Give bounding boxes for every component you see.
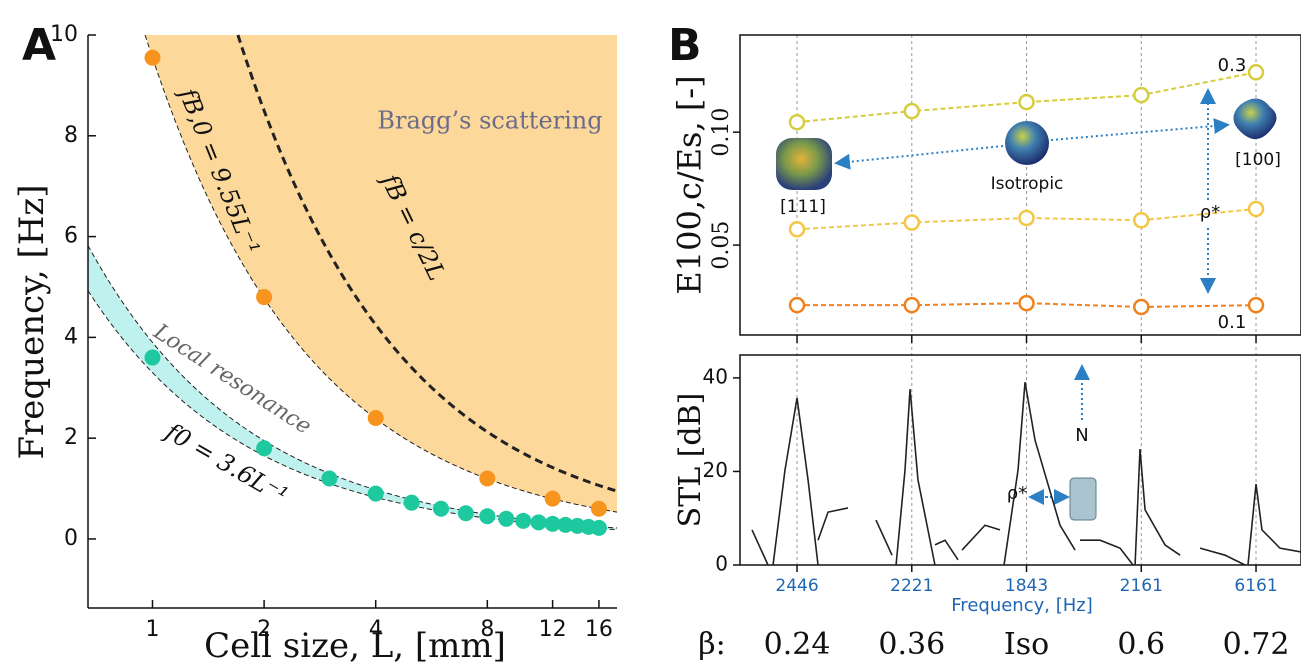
annotation: ρ* [1200,202,1220,223]
panel-label: A [22,20,56,71]
sphere-100 [1233,98,1277,140]
y-axis-title: Frequency, [Hz] [12,184,52,459]
annotation: [111] [780,197,826,217]
point [1018,294,1035,312]
point [256,289,273,306]
x-tick-label: 2221 [890,576,933,596]
y-tick-label: 6 [64,224,78,249]
point [1133,298,1150,316]
y-tick-label: 8 [64,123,78,148]
beta-label: 0.6 [1117,627,1165,662]
y-axis-title: STL [dB] [673,393,708,528]
curve [236,34,618,493]
x-tick-label: 1843 [1005,576,1048,596]
y-tick-label: 0 [715,552,728,576]
point [367,410,384,427]
point [367,485,384,502]
point [144,49,161,66]
y-tick-label: 20 [703,458,728,482]
point [1018,209,1035,227]
x-tick-label: 6161 [1234,576,1277,596]
x-tick-label: 1 [145,617,159,642]
point [515,512,532,529]
illustrations [776,88,1277,521]
point [457,505,474,522]
annotation: Isotropic [991,174,1064,194]
band-edge [87,290,618,531]
region-label: Bragg’s scattering [377,107,602,135]
point [1247,200,1265,218]
plot-frame [739,354,1301,566]
beta-label: 0.72 [1223,627,1290,662]
y-tick-label: 10 [50,22,78,47]
x-tick-label: 12 [539,617,567,642]
point [479,470,496,487]
series-line [797,302,1257,308]
x-tick-label: 4 [369,617,383,642]
resonance-band [88,245,617,530]
series-label: 0.3 [1218,55,1247,76]
y-axis-title: E100,c/Es, [-] [671,75,709,294]
point [256,440,273,457]
y-tick-label: 0 [64,526,78,551]
point [590,500,607,517]
series-line [796,207,1257,231]
point [788,221,806,238]
y-tick-label: 0.10 [709,108,734,157]
beta-label: Iso [1004,627,1049,662]
point [498,510,515,527]
point [1247,296,1265,314]
arrow [1050,118,1230,141]
point [903,214,921,231]
beta-label: 0.24 [764,627,831,662]
x-axis-title: Frequency, [Hz] [951,595,1092,616]
panel-label: B [668,20,702,71]
point [903,102,921,120]
point [788,113,806,131]
annotation: N [1075,425,1088,446]
series-line [796,71,1257,124]
beta-title: β: [698,627,725,662]
bragg-region [145,35,617,513]
point [544,515,561,532]
annotation: ρ* [1007,483,1027,504]
x-tick-label: 8 [480,617,494,642]
y-tick-label: 2 [64,425,78,450]
y-tick-label: 40 [703,364,728,388]
point [1018,93,1035,111]
curve [144,34,618,513]
sphere-iso [1005,121,1049,165]
y-tick-label: 4 [64,324,78,349]
point [788,296,806,314]
y-tick-label: 0.05 [709,221,734,270]
beta-label: 0.36 [878,627,945,662]
x-tick-label: 2161 [1120,576,1163,596]
annotation: [100] [1235,150,1281,170]
point [530,514,547,531]
plot-frame [739,34,1301,336]
point [321,470,338,487]
point [1133,86,1150,104]
series-label: 0.1 [1218,312,1247,333]
unit-cell [1069,477,1097,521]
point [144,349,161,366]
point [432,500,449,517]
point [903,296,921,314]
point [544,490,561,507]
point [403,494,420,511]
x-tick-label: 16 [585,617,613,642]
stl-line [751,381,1301,566]
point [1247,64,1265,81]
x-axis-title: Cell size, L, [mm] [204,626,506,664]
point [590,519,607,536]
arrow [834,145,1004,170]
point [479,508,496,525]
x-tick-label: 2446 [775,576,818,596]
x-tick-label: 2 [257,617,271,642]
sphere-111 [776,138,832,190]
point [1133,211,1150,229]
point [557,516,574,533]
